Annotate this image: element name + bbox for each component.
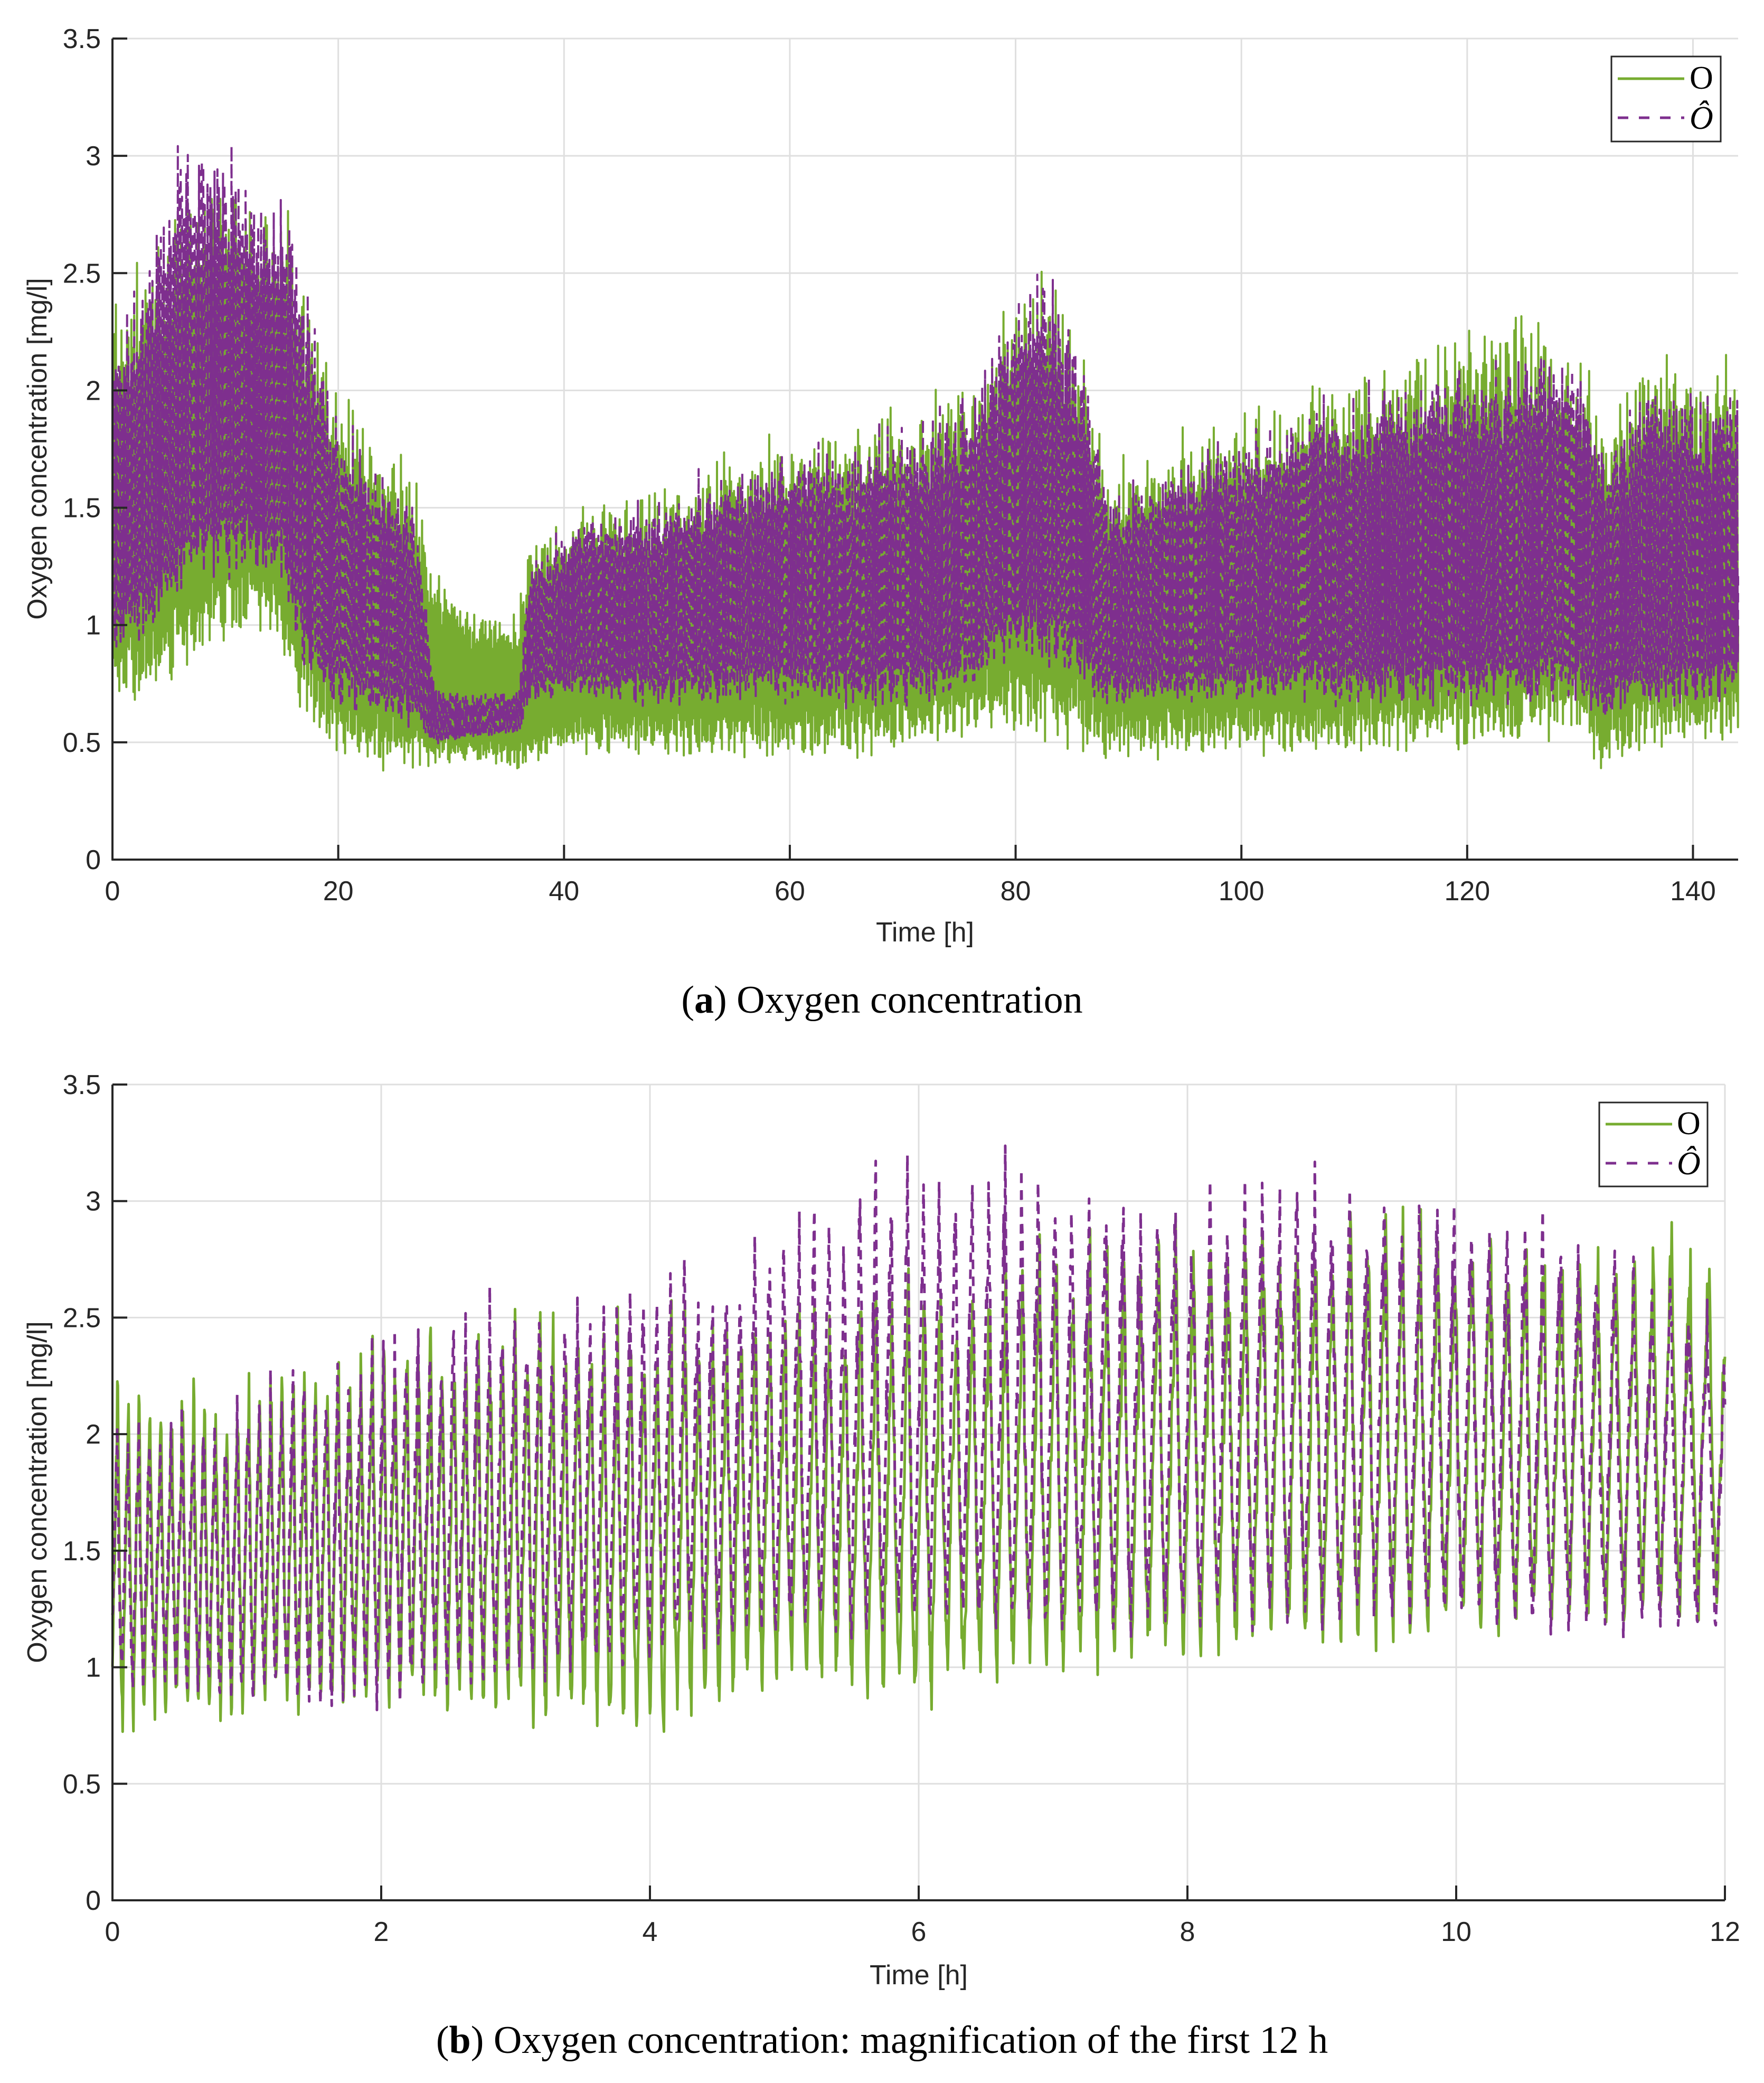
x-tick-label: 60 <box>775 876 805 907</box>
x-tick-label: 8 <box>1180 1917 1195 1947</box>
y-tick-label: 2.5 <box>63 1303 101 1333</box>
series-estimated-O-hat <box>111 1144 1727 1711</box>
x-tick-label: 10 <box>1441 1917 1471 1947</box>
y-tick-label: 1 <box>86 1653 101 1683</box>
legend-label-measured: O <box>1677 1106 1701 1142</box>
x-tick-label: 2 <box>374 1917 389 1947</box>
line-estimated <box>111 145 1739 744</box>
legend-label-estimated: Ô <box>1690 100 1713 136</box>
x-tick-labels: 0 20 40 60 80 100 120 140 <box>105 876 1716 907</box>
y-tick-label: 3.5 <box>63 1070 101 1100</box>
x-axis-label: Time [h] <box>876 917 974 948</box>
y-tick-label: 0 <box>86 1886 101 1916</box>
figure-b: 0 2 4 6 8 10 12 0 0.5 1 1.5 2 2.5 3 3.5 Time [h] Oxyg… <box>0 1045 1764 2083</box>
caption-a: (a) Oxygen concentration <box>681 978 1083 1022</box>
x-tick-label: 4 <box>643 1917 658 1947</box>
y-tick-label: 1.5 <box>63 1536 101 1567</box>
x-tick-label: 40 <box>549 876 579 907</box>
legend: O Ô <box>1610 55 1722 143</box>
y-tick-labels: 0 0.5 1 1.5 2 2.5 3 3.5 <box>63 24 101 875</box>
x-tick-label: 0 <box>105 1917 120 1947</box>
y-tick-label: 1.5 <box>63 493 101 524</box>
y-axis-label: Oxygen concentration [mg/l] <box>22 278 53 619</box>
axes-frame <box>111 37 1738 861</box>
y-tick-label: 1 <box>86 610 101 641</box>
chart-a-plot: 0 20 40 60 80 100 120 140 0 0.5 1 1.5 2 2.5 3 3.5 Time… <box>22 24 1739 948</box>
chart-b-plot: 0 2 4 6 8 10 12 0 0.5 1 1.5 2 2.5 3 3.5 Time [h] Oxyg… <box>22 1070 1740 1991</box>
y-tick-labels: 0 0.5 1 1.5 2 2.5 3 3.5 <box>63 1070 101 1916</box>
figure-a: 0 20 40 60 80 100 120 140 0 0.5 1 1.5 2 2.5 3 3.5 Time… <box>0 0 1764 1035</box>
x-axis-label: Time [h] <box>870 1960 968 1991</box>
legend-label-measured: O <box>1690 60 1713 96</box>
caption-letter: b <box>449 2019 471 2062</box>
x-tick-label: 100 <box>1219 876 1265 907</box>
legend: O Ô <box>1598 1101 1709 1187</box>
y-axis-label: Oxygen concentration [mg/l] <box>22 1321 53 1663</box>
line-estimated <box>111 1144 1727 1711</box>
x-tick-label: 140 <box>1670 876 1716 907</box>
series-estimated-O-hat <box>111 145 1739 744</box>
y-tick-label: 0.5 <box>63 1769 101 1799</box>
y-tick-label: 3 <box>86 1186 101 1217</box>
y-tick-label: 2 <box>86 1419 101 1450</box>
y-tick-label: 0 <box>86 845 101 875</box>
x-tick-label: 12 <box>1710 1917 1740 1947</box>
x-tick-label: 80 <box>1001 876 1031 907</box>
x-tick-labels: 0 2 4 6 8 10 12 <box>105 1917 1740 1947</box>
axes-frame <box>111 1083 1726 1901</box>
x-tick-label: 20 <box>323 876 354 907</box>
y-tick-label: 3.5 <box>63 24 101 54</box>
y-tick-label: 2.5 <box>63 258 101 289</box>
caption-b: (b) Oxygen concentration: magnification … <box>436 2019 1328 2062</box>
legend-label-estimated: Ô <box>1677 1146 1701 1182</box>
x-tick-label: 120 <box>1444 876 1490 907</box>
x-tick-label: 0 <box>105 876 120 907</box>
caption-text: Oxygen concentration <box>737 978 1083 1022</box>
y-tick-label: 3 <box>86 141 101 172</box>
y-tick-label: 0.5 <box>63 728 101 758</box>
caption-text: Oxygen concentration: magnification of t… <box>493 2019 1328 2062</box>
x-tick-label: 6 <box>911 1917 927 1947</box>
y-tick-label: 2 <box>86 375 101 406</box>
caption-letter: a <box>694 978 714 1022</box>
